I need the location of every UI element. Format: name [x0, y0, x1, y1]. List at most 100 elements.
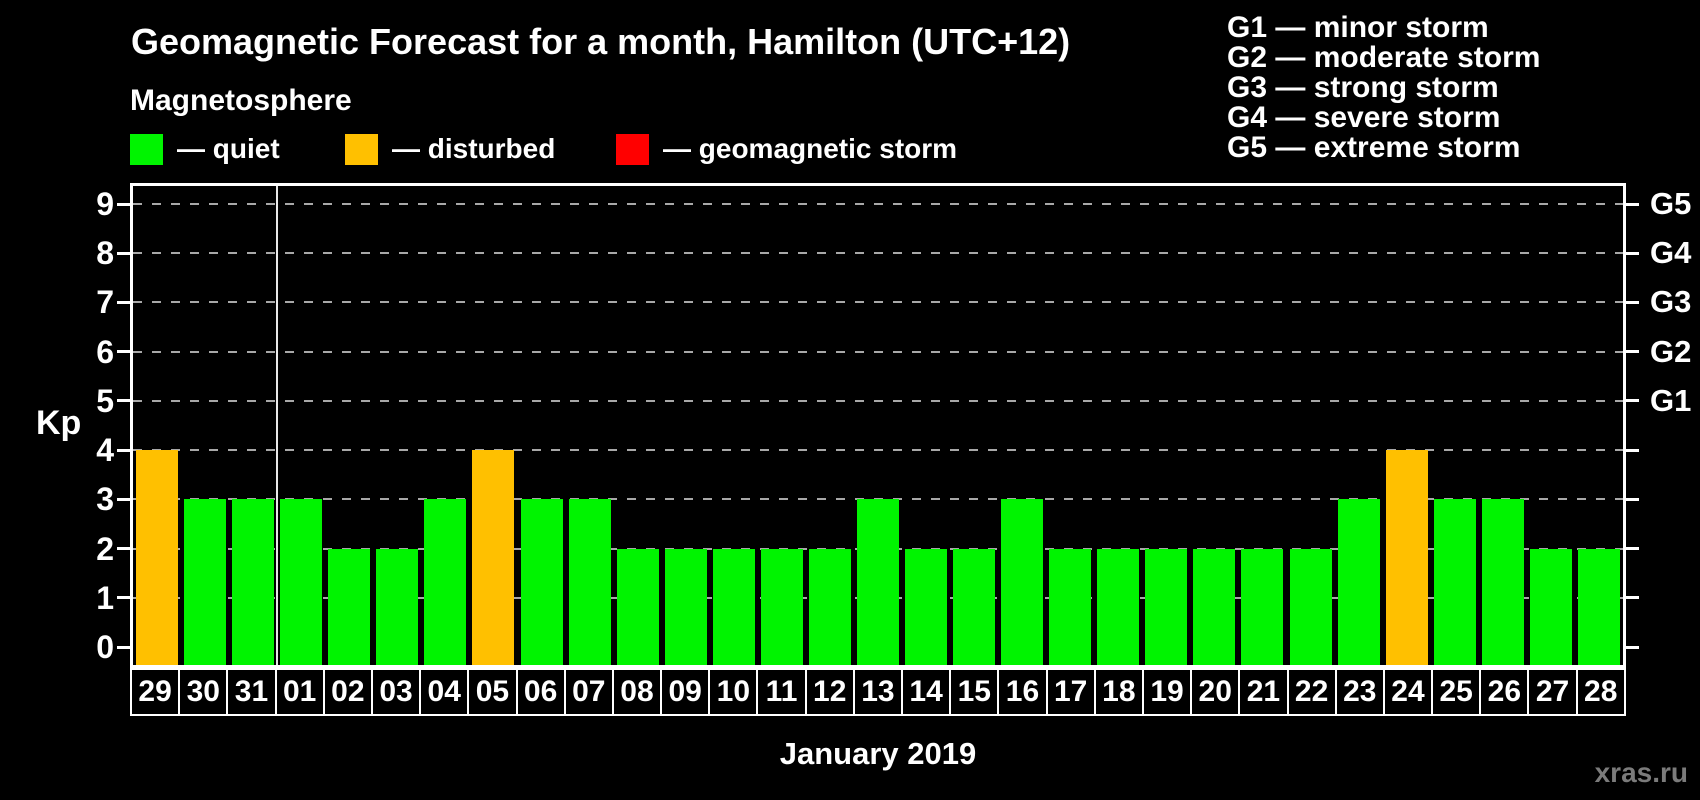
day-label-06: 06	[515, 668, 566, 716]
kp-bar-day-10	[713, 549, 755, 665]
kp-bar-day-08	[617, 549, 659, 665]
legend-item-disturbed: — disturbed	[345, 133, 555, 165]
day-label-13: 13	[852, 668, 903, 716]
kp-bar-day-06	[521, 499, 563, 665]
day-label-18: 18	[1093, 668, 1144, 716]
right-axis-label-G2: G2	[1650, 334, 1692, 369]
day-label-31: 31	[226, 668, 277, 716]
day-label-23: 23	[1334, 668, 1385, 716]
kp-bar-day-28	[1578, 549, 1620, 665]
gridline-kp-6	[133, 351, 1623, 353]
kp-bar-day-16	[1001, 499, 1043, 665]
day-label-05: 05	[467, 668, 518, 716]
day-label-17: 17	[1045, 668, 1096, 716]
right-axis-tick-1	[1626, 596, 1639, 599]
legend-item-quiet: — quiet	[130, 133, 280, 165]
legend-label-quiet: — quiet	[177, 133, 280, 164]
kp-bar-day-19	[1145, 549, 1187, 665]
day-label-24: 24	[1382, 668, 1434, 716]
kp-bar-day-29	[136, 450, 178, 665]
right-axis-tick-7	[1626, 301, 1639, 304]
left-axis-tick-4	[117, 449, 130, 452]
day-label-09: 09	[660, 668, 711, 716]
left-axis-tick-6	[117, 350, 130, 353]
day-label-02: 02	[322, 668, 373, 716]
left-axis-tick-9	[117, 203, 130, 206]
g-legend-line: G1 — minor storm	[1227, 11, 1489, 44]
left-axis-tick-2	[117, 547, 130, 550]
day-label-04: 04	[419, 668, 470, 716]
kp-bar-day-23	[1338, 499, 1380, 665]
forecast-bar-chart	[130, 183, 1626, 668]
right-axis-label-G4: G4	[1650, 235, 1692, 270]
right-axis-tick-5	[1626, 399, 1639, 402]
day-label-27: 27	[1527, 668, 1578, 716]
kp-bar-day-15	[953, 549, 995, 665]
kp-bar-day-13	[857, 499, 899, 665]
left-axis-tick-1	[117, 596, 130, 599]
left-axis-tick-5	[117, 399, 130, 402]
kp-bar-day-27	[1530, 549, 1572, 665]
day-label-16: 16	[997, 668, 1048, 716]
quiet-color-swatch	[130, 133, 163, 165]
legend-label-disturbed: — disturbed	[392, 133, 556, 164]
day-label-12: 12	[804, 668, 855, 716]
day-label-07: 07	[563, 668, 614, 716]
kp-bar-day-17	[1049, 549, 1091, 665]
plot-area	[133, 186, 1623, 665]
left-axis-tick-7	[117, 301, 130, 304]
kp-bar-day-22	[1290, 549, 1332, 665]
day-label-11: 11	[756, 668, 807, 716]
gridline-kp-7	[133, 301, 1623, 303]
left-axis-tick-8	[117, 252, 130, 255]
day-label-25: 25	[1431, 668, 1482, 716]
gridline-kp-5	[133, 400, 1623, 402]
gridline-kp-9	[133, 203, 1623, 205]
kp-bar-day-01	[280, 499, 322, 665]
y-axis-label-1: 1	[96, 580, 114, 616]
kp-bar-day-26	[1482, 499, 1524, 665]
right-axis-tick-0	[1626, 646, 1639, 649]
y-axis-label-9: 9	[96, 186, 114, 222]
kp-bar-day-25	[1434, 499, 1476, 665]
kp-bar-day-07	[569, 499, 611, 665]
kp-bar-day-14	[905, 549, 947, 665]
kp-bar-day-02	[328, 549, 370, 665]
day-label-28: 28	[1575, 668, 1626, 716]
y-axis-label-3: 3	[96, 481, 114, 517]
y-axis-label-4: 4	[96, 432, 114, 468]
day-label-26: 26	[1479, 668, 1530, 716]
day-label-19: 19	[1141, 668, 1193, 716]
y-axis-label-5: 5	[96, 383, 114, 419]
day-label-30: 30	[178, 668, 229, 716]
x-axis-day-labels: 29 30 31 01 02 03 04 05 06 07 08 09 10 11 12 13 14 15 16 17…	[130, 668, 1626, 716]
right-axis-tick-6	[1626, 350, 1639, 353]
day-label-15: 15	[949, 668, 1000, 716]
kp-bar-day-31	[232, 499, 274, 665]
y-axis-label-2: 2	[96, 531, 114, 567]
y-axis-label-7: 7	[96, 284, 114, 320]
kp-bar-day-18	[1097, 549, 1139, 665]
right-axis-label-G5: G5	[1650, 186, 1692, 221]
right-axis-tick-3	[1626, 498, 1639, 501]
right-axis-tick-9	[1626, 203, 1639, 206]
kp-bar-day-30	[184, 499, 226, 665]
disturbed-color-swatch	[345, 133, 378, 165]
gridline-kp-4	[133, 449, 1623, 451]
kp-bar-day-11	[761, 549, 803, 665]
watermark: xras.ru	[1594, 757, 1688, 788]
kp-bar-day-05	[472, 450, 514, 665]
y-axis-title: Kp	[36, 404, 82, 442]
y-axis-label-6: 6	[96, 334, 114, 370]
right-axis-tick-2	[1626, 547, 1639, 550]
left-axis-tick-0	[117, 646, 130, 649]
g-legend-line: G2 — moderate storm	[1227, 41, 1541, 74]
y-axis-label-0: 0	[96, 629, 114, 665]
kp-bar-day-03	[376, 549, 418, 665]
kp-bar-day-21	[1241, 549, 1283, 665]
right-axis-label-G3: G3	[1650, 284, 1692, 319]
g-scale-legend: G1 — minor storm G2 — moderate storm G3 — …	[1227, 13, 1540, 163]
day-label-14: 14	[901, 668, 952, 716]
magnetosphere-subtitle: Magnetosphere	[130, 84, 352, 117]
